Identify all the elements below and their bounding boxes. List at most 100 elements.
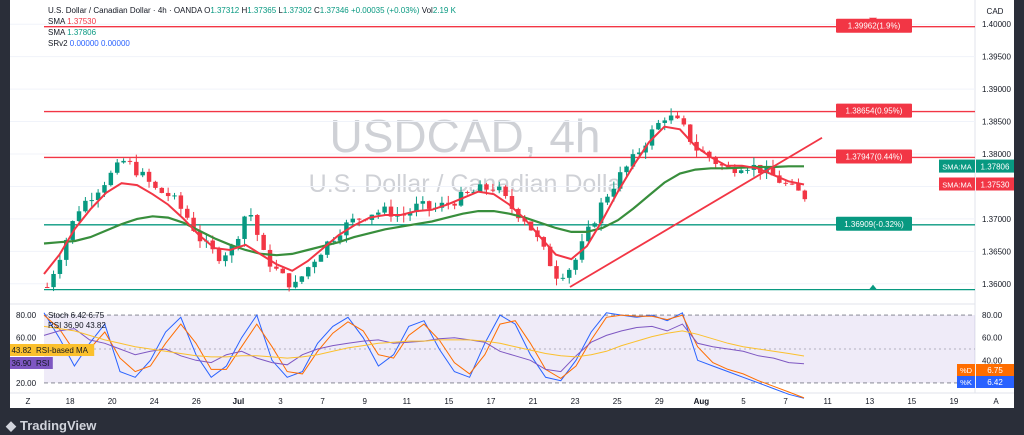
candle-body [280, 268, 285, 274]
sma1-line[interactable]: SMA 1.37530 [48, 16, 456, 27]
candle-body [560, 277, 566, 279]
right-badge-value: 6.75 [987, 366, 1003, 375]
candle-body [178, 195, 184, 209]
price-badge-label-box [939, 159, 975, 173]
level-label-box [836, 18, 912, 33]
h-value: 1.37365 [247, 6, 277, 15]
candle-body [185, 208, 190, 218]
osc-tick-label-right: 40.00 [982, 356, 1003, 365]
candle-body [223, 255, 228, 262]
time-tick-label: Jul [233, 397, 245, 406]
candle-body [216, 249, 222, 262]
price-badge-value-box [976, 159, 1014, 173]
candle-body [598, 202, 604, 224]
price-tick-label: 1.39500 [982, 53, 1011, 62]
candle-body [95, 192, 101, 201]
candle-body [611, 188, 617, 197]
time-tick-label: 3 [278, 397, 283, 406]
left-badge-value-box [10, 344, 33, 356]
l-value: 1.37302 [282, 6, 312, 15]
c-label: C [314, 6, 320, 15]
right-badge-label-box [957, 364, 975, 376]
brand-name: TradingView [20, 418, 97, 433]
candle-body [783, 182, 788, 184]
right-badge-label: %D [960, 366, 973, 375]
level-label-box [836, 149, 912, 164]
price-tick-label: 1.37000 [982, 215, 1011, 224]
time-tick-label: 11 [403, 397, 412, 406]
price-chart-svg[interactable]: USDCAD, 4h U.S. Dollar / Canadian Dolla … [0, 0, 1024, 408]
candle-body [76, 211, 82, 222]
price-tick-label: 1.40000 [982, 20, 1011, 29]
candle-body [44, 287, 50, 289]
candle-body [414, 203, 419, 213]
candle-body [637, 152, 642, 155]
price-tick-label: 1.39000 [982, 85, 1011, 94]
candle-body [140, 171, 145, 176]
candle-body [83, 200, 88, 212]
level-arrow-icon [869, 17, 877, 23]
candle-body [630, 154, 636, 167]
candle-body [586, 226, 591, 242]
osc-tick-label-right: 60.00 [982, 334, 1003, 343]
candle-body [624, 166, 629, 173]
time-tick-label: 19 [949, 397, 958, 406]
candle-body [382, 206, 387, 213]
osc-series-line[interactable] [43, 312, 805, 399]
level-label-box [836, 216, 912, 231]
symbol-line: U.S. Dollar / Canadian Dollar · 4h · OAN… [48, 5, 456, 16]
candle-body [286, 273, 292, 288]
legend-infobox: U.S. Dollar / Canadian Dollar · 4h · OAN… [48, 5, 456, 49]
level-label: 1.36909(-0.32%) [844, 220, 904, 229]
candle-body [331, 240, 336, 242]
time-tick-label: 7 [320, 397, 325, 406]
candle-body [509, 196, 515, 209]
left-badge-value: 43.82 [11, 346, 32, 355]
candle-body [643, 145, 648, 153]
sma-slow-line[interactable] [43, 165, 804, 257]
candle-body [318, 254, 324, 262]
time-tick-label: 7 [783, 397, 788, 406]
candle-body [274, 266, 279, 269]
time-tick-label: 20 [108, 397, 117, 406]
o-label: O [204, 6, 211, 15]
candle-body [796, 183, 801, 191]
time-tick-label: 13 [865, 397, 874, 406]
candle-body [465, 191, 470, 193]
footer-bar [0, 408, 1024, 435]
time-tick-label: 25 [613, 397, 622, 406]
change-value: +0.00035 (+0.03%) [350, 6, 420, 15]
sma2-value: 1.37806 [67, 28, 97, 37]
time-tick-label: 5 [741, 397, 746, 406]
candle-body [484, 184, 489, 190]
candle-body [229, 245, 235, 256]
sma1-label: SMA [48, 17, 65, 26]
watermark-name: U.S. Dollar / Canadian Dolla [309, 170, 622, 198]
candle-body [407, 212, 413, 216]
osc-series-line[interactable] [43, 325, 805, 359]
srv2-line[interactable]: SRv2 0.00000 0.00000 [48, 38, 456, 49]
osc-series-line[interactable] [43, 314, 805, 399]
level-marker-icon [869, 284, 877, 290]
price-badge-value: 1.37806 [981, 163, 1010, 172]
candle-body [191, 217, 196, 231]
candle-body [668, 115, 674, 121]
candle-body [496, 186, 502, 191]
right-badge-value-box [976, 376, 1014, 388]
candle-body [477, 184, 483, 193]
time-tick-label: 18 [66, 397, 75, 406]
time-tick-label: 15 [444, 397, 453, 406]
sma2-label: SMA [48, 28, 65, 37]
candle-body [299, 276, 305, 282]
trendline[interactable] [569, 137, 823, 288]
sma2-line[interactable]: SMA 1.37806 [48, 27, 456, 38]
tradingview-logo[interactable]: ◆ TradingView [6, 418, 96, 434]
osc-tick-label-right: 80.00 [982, 311, 1003, 320]
candle-body [789, 183, 795, 185]
c-value: 1.37346 [319, 6, 349, 15]
candle-body [554, 266, 559, 279]
osc-legend-label: Stoch 6.42 6.75 [48, 311, 105, 320]
candle-body [426, 201, 432, 209]
sma-fast-line[interactable] [43, 125, 805, 275]
